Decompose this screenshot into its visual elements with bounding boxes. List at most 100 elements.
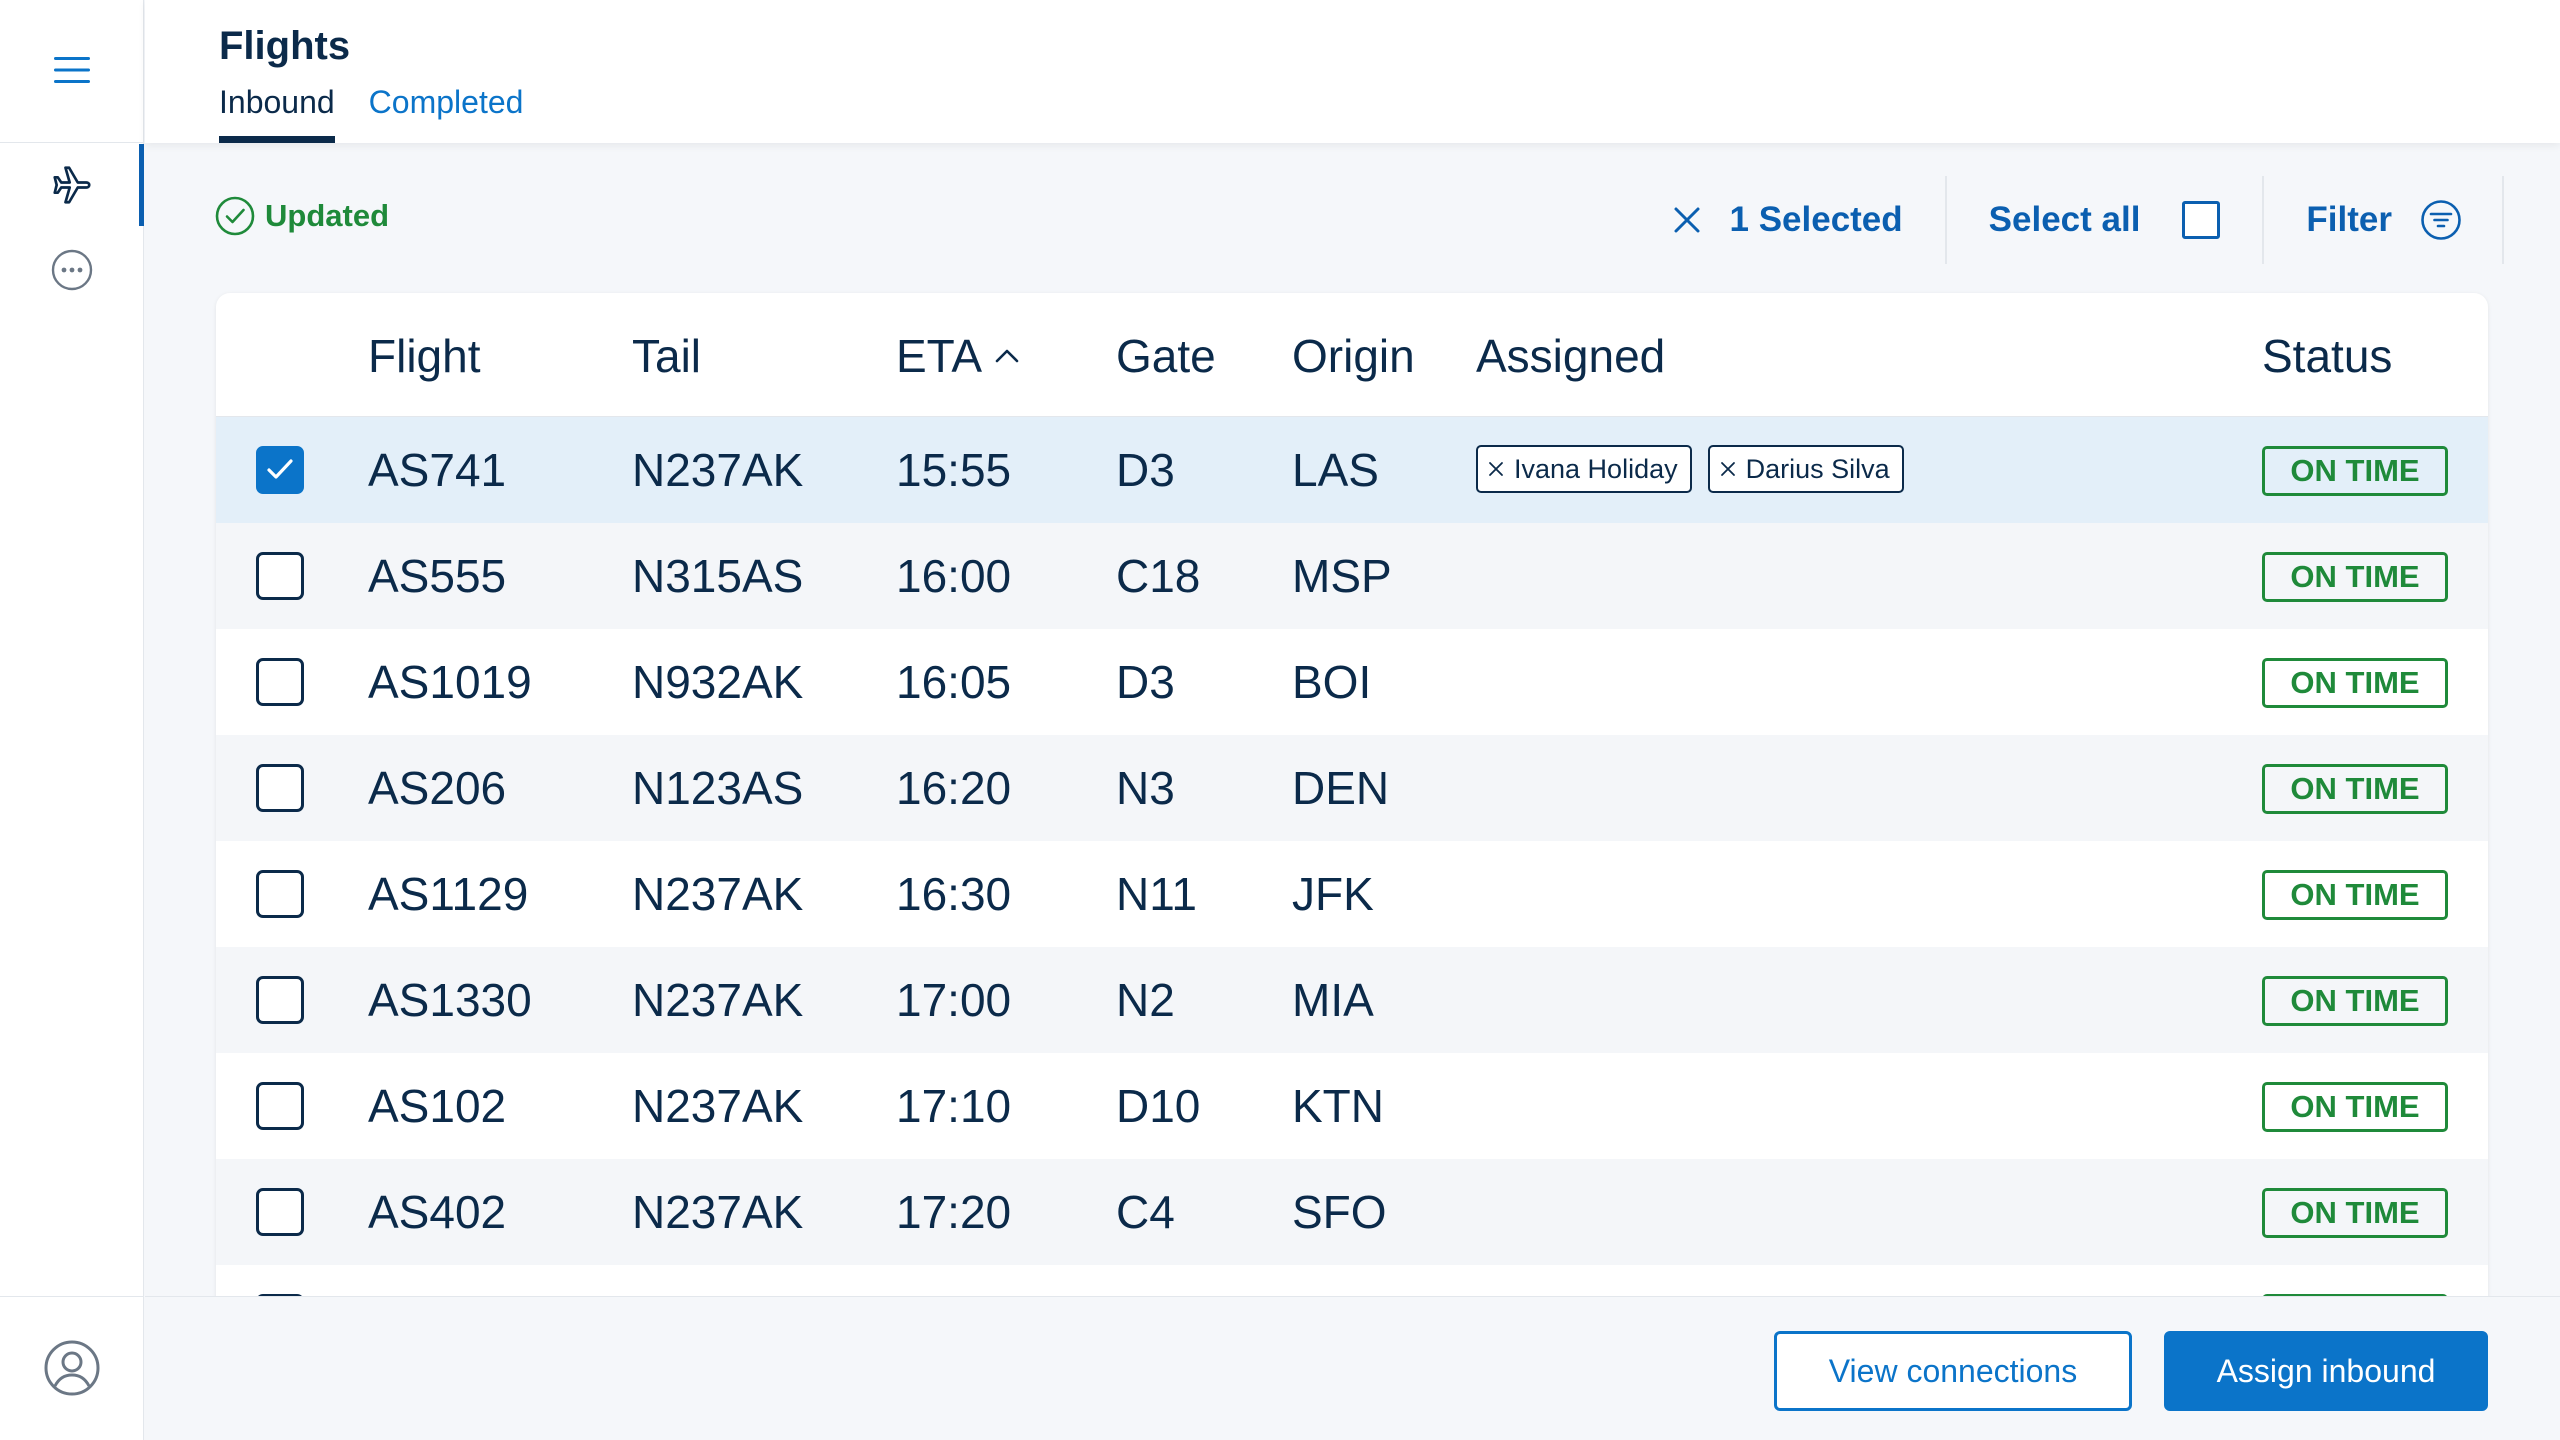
cell-gate: D10 xyxy=(1116,1080,1201,1132)
cell-origin: MSP xyxy=(1292,550,1392,602)
cell-tail: N237AK xyxy=(632,1080,804,1132)
column-header-assigned[interactable]: Assigned xyxy=(1476,330,1666,382)
toolbar: Updated 1 Selected Select all Filter xyxy=(145,176,2560,266)
page-header: Flights Inbound Completed xyxy=(145,0,2560,143)
cell-gate: N2 xyxy=(1116,974,1175,1026)
select-all-button[interactable]: Select all xyxy=(1988,200,2141,239)
select-all-checkbox[interactable] xyxy=(2182,201,2221,239)
assign-inbound-button[interactable]: Assign inbound xyxy=(2164,1331,2488,1411)
cell-eta: 17:10 xyxy=(896,1080,1012,1132)
assignee-name: Darius Silva xyxy=(1745,453,1890,484)
table-row[interactable]: AS402 N237AK 17:20 C4 SFO ON TIME xyxy=(216,1159,2488,1265)
cell-gate: D3 xyxy=(1116,656,1175,708)
table-header: Flight Tail ETA Gate Origin Assigned Sta… xyxy=(216,293,2488,417)
row-checkbox[interactable] xyxy=(256,764,304,812)
filter-icon[interactable] xyxy=(2420,199,2462,241)
assigned-chips: Ivana Holiday Darius Silva xyxy=(1476,445,1904,493)
cell-origin: MIA xyxy=(1292,974,1374,1026)
cell-eta: 16:30 xyxy=(896,868,1012,920)
status-badge: ON TIME xyxy=(2262,552,2448,602)
close-icon xyxy=(1720,462,1735,476)
flights-table: Flight Tail ETA Gate Origin Assigned Sta… xyxy=(216,293,2488,1303)
close-icon xyxy=(1489,462,1503,476)
cell-eta: 17:20 xyxy=(896,1186,1012,1238)
check-circle-icon xyxy=(215,196,255,236)
cell-origin: LAS xyxy=(1292,444,1379,496)
more-horizontal-icon xyxy=(51,249,93,291)
column-header-status[interactable]: Status xyxy=(2262,330,2393,382)
menu-button[interactable] xyxy=(36,36,108,104)
tab-inbound[interactable]: Inbound xyxy=(219,84,335,143)
column-header-flight[interactable]: Flight xyxy=(368,330,481,382)
cell-flight: AS1019 xyxy=(368,656,532,708)
rail-item-flights[interactable] xyxy=(0,144,144,226)
assignee-name: Ivana Holiday xyxy=(1514,453,1678,484)
clear-selection-button[interactable] xyxy=(1672,205,1702,235)
row-checkbox[interactable] xyxy=(256,446,304,494)
updated-status: Updated xyxy=(215,196,389,236)
menu-icon xyxy=(54,57,90,83)
row-checkbox[interactable] xyxy=(256,552,304,600)
remove-assignee-button[interactable] xyxy=(1720,461,1736,477)
cell-flight: AS206 xyxy=(368,762,507,814)
assignee-chip: Ivana Holiday xyxy=(1476,445,1692,493)
profile-button[interactable] xyxy=(0,1330,144,1406)
table-row[interactable]: AS102 N237AK 17:10 D10 KTN ON TIME xyxy=(216,1053,2488,1159)
selected-count: 1 Selected xyxy=(1729,200,1903,239)
column-header-origin[interactable]: Origin xyxy=(1292,330,1415,382)
table-row[interactable]: AS206 N123AS 16:20 N3 DEN ON TIME xyxy=(216,735,2488,841)
cell-tail: N237AK xyxy=(632,868,804,920)
status-badge: ON TIME xyxy=(2262,1188,2448,1238)
rail-divider xyxy=(0,1296,144,1297)
column-header-gate[interactable]: Gate xyxy=(1116,330,1216,382)
filter-button[interactable]: Filter xyxy=(2306,200,2392,239)
table-row[interactable]: AS1330 N237AK 17:00 N2 MIA ON TIME xyxy=(216,947,2488,1053)
cell-tail: N123AS xyxy=(632,762,804,814)
cell-origin: KTN xyxy=(1292,1080,1384,1132)
row-checkbox[interactable] xyxy=(256,1082,304,1130)
row-checkbox[interactable] xyxy=(256,658,304,706)
toolbar-actions: 1 Selected Select all Filter xyxy=(1630,176,2504,264)
sort-ascending-icon xyxy=(995,349,1019,363)
cell-origin: BOI xyxy=(1292,656,1372,708)
assignee-chip: Darius Silva xyxy=(1707,445,1904,493)
tab-completed[interactable]: Completed xyxy=(368,84,524,120)
row-checkbox[interactable] xyxy=(256,870,304,918)
table-row[interactable]: AS1129 N237AK 16:30 N11 JFK ON TIME xyxy=(216,841,2488,947)
cell-eta: 16:00 xyxy=(896,550,1012,602)
cell-flight: AS102 xyxy=(368,1080,507,1132)
cell-gate: C4 xyxy=(1116,1186,1175,1238)
cell-origin: SFO xyxy=(1292,1186,1387,1238)
page-title: Flights xyxy=(219,24,351,68)
table-row[interactable]: AS741 N237AK 15:55 D3 LAS Ivana Holiday … xyxy=(216,417,2488,523)
row-checkbox[interactable] xyxy=(256,1188,304,1236)
cell-gate: D3 xyxy=(1116,444,1175,496)
user-circle-icon xyxy=(44,1340,100,1396)
cell-flight: AS402 xyxy=(368,1186,507,1238)
remove-assignee-button[interactable] xyxy=(1488,461,1504,477)
checkmark-icon xyxy=(267,459,293,479)
table-row[interactable]: AS1019 N932AK 16:05 D3 BOI ON TIME xyxy=(216,629,2488,735)
active-indicator xyxy=(139,144,144,226)
cell-eta: 17:00 xyxy=(896,974,1012,1026)
table-row[interactable]: AS555 N315AS 16:00 C18 MSP ON TIME xyxy=(216,523,2488,629)
rail-item-more[interactable] xyxy=(0,232,144,308)
close-icon xyxy=(1674,207,1699,233)
cell-origin: JFK xyxy=(1292,868,1374,920)
cell-flight: AS1129 xyxy=(368,868,529,920)
cell-origin: DEN xyxy=(1292,762,1390,814)
cell-tail: N237AK xyxy=(632,974,804,1026)
rail-divider xyxy=(0,142,144,143)
cell-eta: 15:55 xyxy=(896,444,1012,496)
column-header-tail[interactable]: Tail xyxy=(632,330,702,382)
column-header-eta[interactable]: ETA xyxy=(896,329,1020,383)
row-checkbox[interactable] xyxy=(256,976,304,1024)
cell-flight: AS741 xyxy=(368,444,507,496)
tab-bar: Inbound Completed xyxy=(219,84,523,143)
view-connections-button[interactable]: View connections xyxy=(1774,1331,2132,1411)
filter-group: Filter xyxy=(2262,176,2504,264)
airplane-icon xyxy=(53,166,91,204)
cell-flight: AS555 xyxy=(368,550,507,602)
cell-gate: N11 xyxy=(1116,868,1197,920)
cell-eta: 16:05 xyxy=(896,656,1012,708)
